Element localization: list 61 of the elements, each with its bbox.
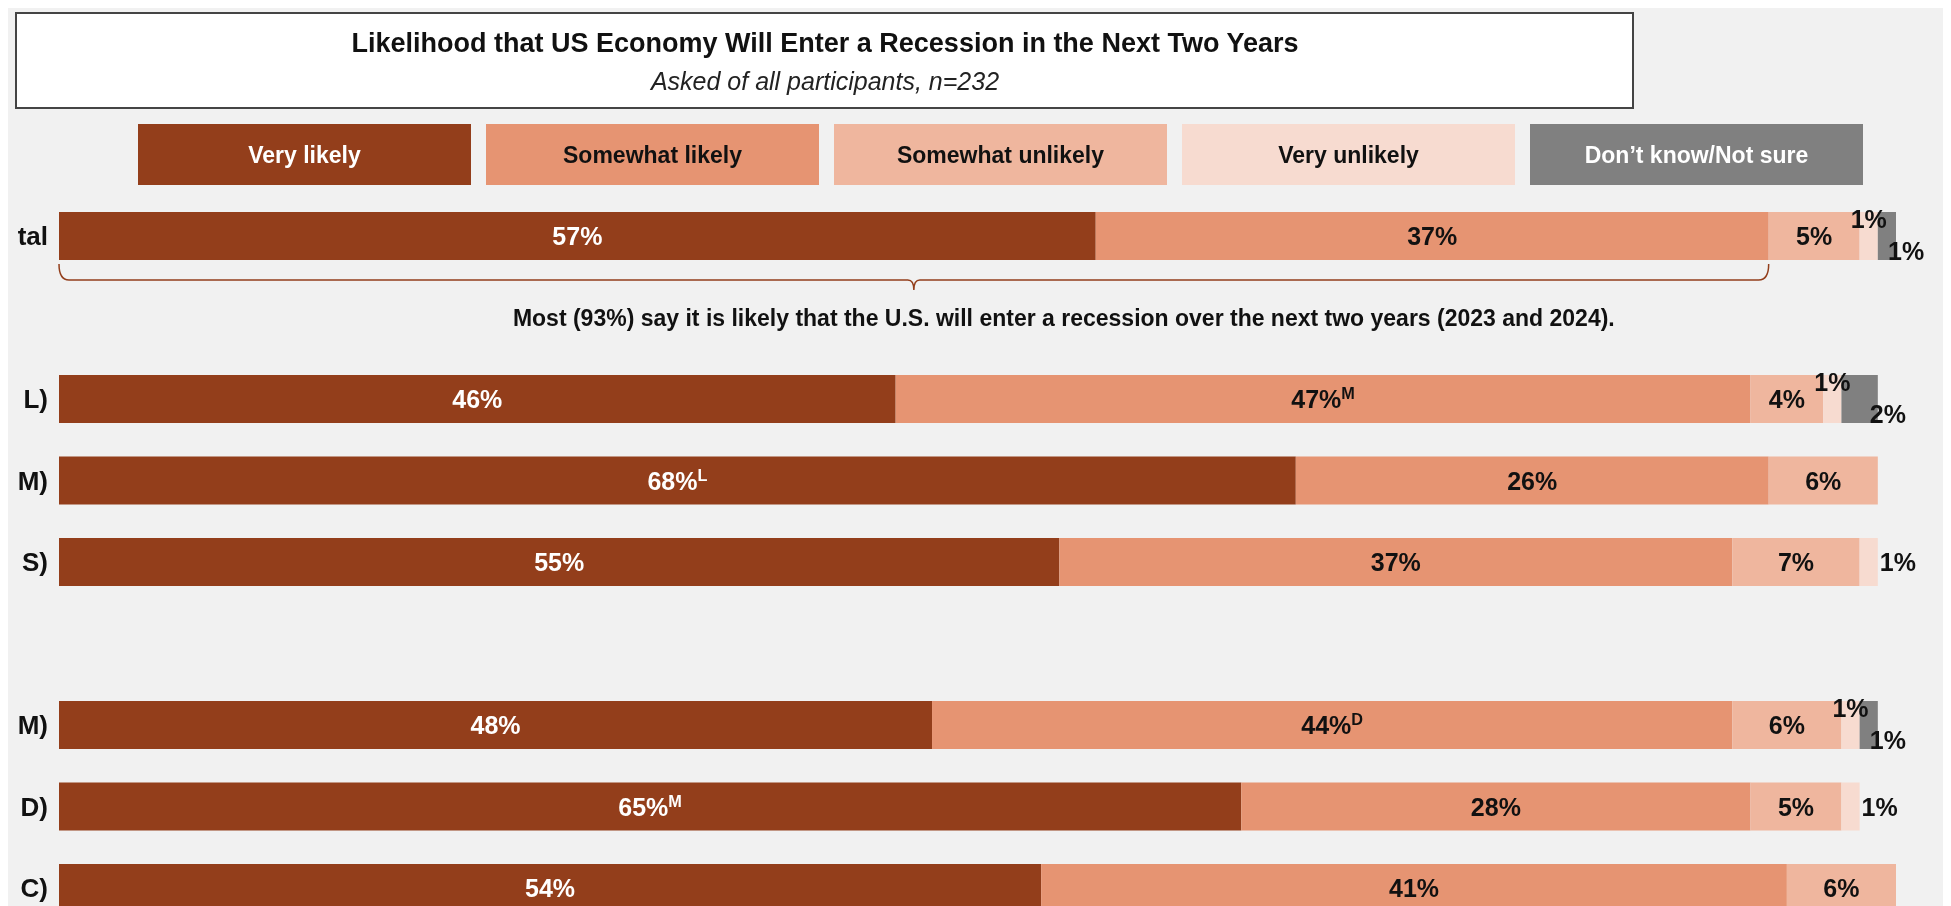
data-label: 68%$^{L}$ — [647, 465, 708, 495]
bar — [59, 212, 1096, 260]
data-label: 46% — [452, 385, 503, 413]
y-tick-label: L) — [23, 384, 48, 414]
data-label: 48% — [470, 711, 521, 739]
data-label: 7% — [1777, 548, 1815, 576]
y-tick-label: M) — [17, 465, 48, 496]
bar — [1059, 538, 1733, 586]
data-label: 37% — [1370, 548, 1421, 576]
y-tick-label: C) — [20, 873, 48, 903]
data-label: 1% — [1814, 368, 1851, 396]
bar — [59, 456, 1296, 505]
text: Somewhat likely — [563, 142, 743, 168]
bar — [1768, 456, 1878, 505]
bar — [1095, 212, 1769, 260]
data-label: 1% — [1888, 237, 1925, 265]
data-label: 55% — [534, 548, 585, 576]
chart-subtitle: Asked of all participants, n=232 — [648, 67, 1000, 95]
data-label: 6% — [1768, 711, 1805, 739]
data-label: 4% — [1768, 385, 1805, 413]
bar — [895, 375, 1751, 423]
y-tick-label: M) — [17, 710, 48, 740]
data-label: 41% — [1388, 874, 1440, 902]
data-label: 1% — [1869, 726, 1906, 754]
data-label: 6% — [1805, 466, 1842, 495]
y-tick-label: S) — [22, 547, 48, 577]
bar — [1841, 782, 1860, 831]
data-label: 1% — [1850, 205, 1887, 233]
text: Somewhat unlikely — [896, 142, 1105, 168]
bar — [1241, 782, 1751, 831]
data-label: 6% — [1823, 874, 1860, 902]
y-tick-label: tal — [17, 221, 48, 251]
data-label: 57% — [552, 222, 603, 250]
data-label: 47%$^{M}$ — [1291, 384, 1355, 413]
series-label: Very likely — [248, 142, 361, 168]
data-label: 5% — [1777, 792, 1815, 821]
bar — [1859, 538, 1878, 586]
data-label: 28% — [1470, 792, 1521, 821]
data-label: 1% — [1861, 792, 1898, 821]
bar — [59, 782, 1242, 831]
data-label: 5% — [1796, 222, 1833, 250]
bar — [1750, 782, 1842, 831]
bar — [59, 375, 896, 423]
data-label: 54% — [525, 874, 576, 902]
bar — [59, 538, 1060, 586]
text: Very unlikely — [1278, 142, 1420, 168]
data-label: 65%$^{M}$ — [618, 791, 682, 821]
bar — [1732, 538, 1860, 586]
chart-title: Likelihood that US Economy Will Enter a Recession in the Next Two Years — [351, 28, 1299, 58]
data-label: 2% — [1869, 400, 1906, 428]
bar — [1295, 456, 1769, 505]
data-label: 1% — [1832, 694, 1869, 722]
data-label: 1% — [1879, 548, 1916, 576]
text: Don’t know/Not sure — [1584, 142, 1809, 168]
data-label: 37% — [1407, 222, 1458, 250]
data-label: 26% — [1507, 466, 1558, 495]
bar — [932, 701, 1733, 749]
bar — [59, 701, 933, 749]
data-label: 44%$^{D}$ — [1301, 710, 1364, 739]
annotation: Most (93%) say it is likely that the U.S. will enter a recession over the next two years (2023 and 2024). — [512, 305, 1615, 331]
y-tick-label: D) — [20, 791, 48, 822]
